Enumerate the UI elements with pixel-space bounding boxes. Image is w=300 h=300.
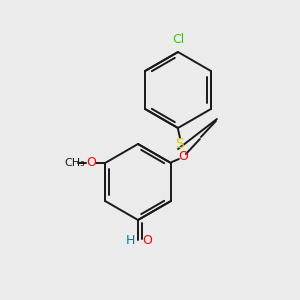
Text: Cl: Cl	[172, 33, 184, 46]
Text: O: O	[86, 157, 96, 169]
Text: H: H	[125, 235, 135, 248]
Text: S: S	[176, 137, 184, 151]
Text: O: O	[142, 235, 152, 248]
Text: CH₃: CH₃	[65, 158, 85, 168]
Text: O: O	[178, 151, 188, 164]
